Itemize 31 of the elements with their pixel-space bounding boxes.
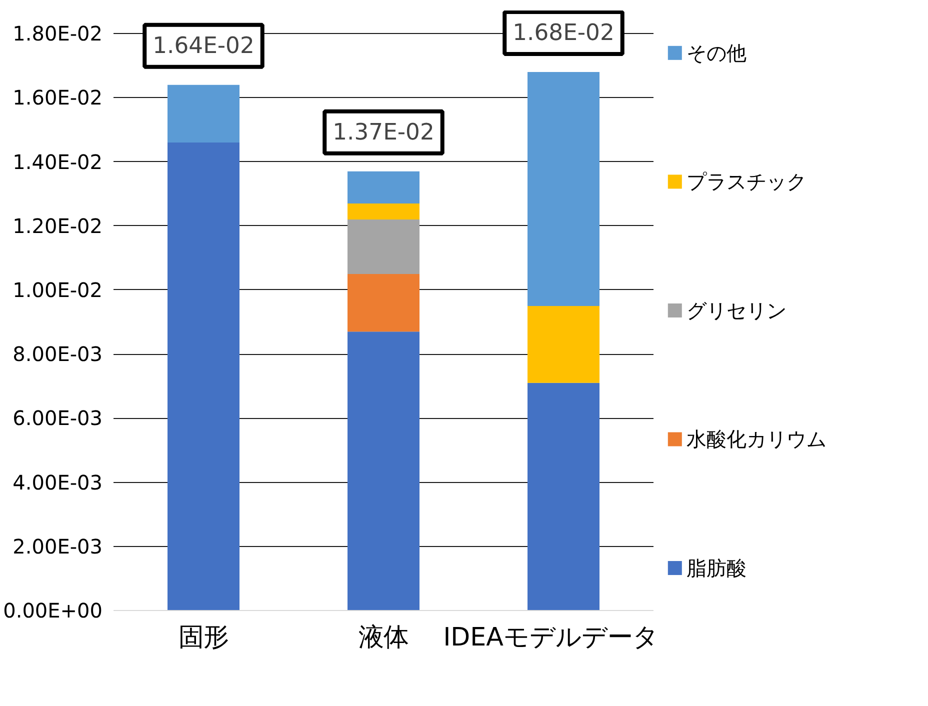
y-tick-label: 0.00E+00 <box>3 598 102 622</box>
y-tick-label: 4.00E-03 <box>12 470 103 494</box>
y-tick-label: 1.80E-02 <box>12 22 103 46</box>
legend-label: プラスチック <box>686 170 806 194</box>
legend-label: グリセリン <box>686 298 786 322</box>
total-label: 1.68E-02 <box>512 20 614 46</box>
total-label: 1.64E-02 <box>152 32 254 59</box>
bar <box>348 203 420 220</box>
x-tick-label: 液体 <box>358 622 408 652</box>
bar <box>168 84 240 143</box>
bar <box>528 306 600 383</box>
y-tick-label: 1.00E-02 <box>12 278 103 302</box>
legend-label: その他 <box>686 40 746 65</box>
bar <box>348 274 420 332</box>
x-tick-label: IDEAモデルデータ <box>443 622 659 652</box>
x-tick-label: 固形 <box>178 622 228 652</box>
y-tick-label: 8.00E-03 <box>12 342 103 366</box>
total-label: 1.37E-02 <box>332 119 434 146</box>
y-tick-label: 1.60E-02 <box>12 86 103 110</box>
y-tick-label: 6.00E-03 <box>12 406 103 430</box>
y-tick-label: 1.40E-02 <box>12 150 103 174</box>
y-tick-label: 2.00E-03 <box>12 534 103 558</box>
bar <box>348 171 420 204</box>
bar <box>348 332 420 610</box>
legend-label: 脂肪酸 <box>686 556 746 580</box>
bar <box>348 219 420 274</box>
y-tick-label: 1.20E-02 <box>12 214 103 238</box>
bar <box>528 72 600 306</box>
legend-label: 水酸化カリウム <box>686 427 826 452</box>
bar <box>528 382 600 610</box>
bar <box>168 142 240 610</box>
